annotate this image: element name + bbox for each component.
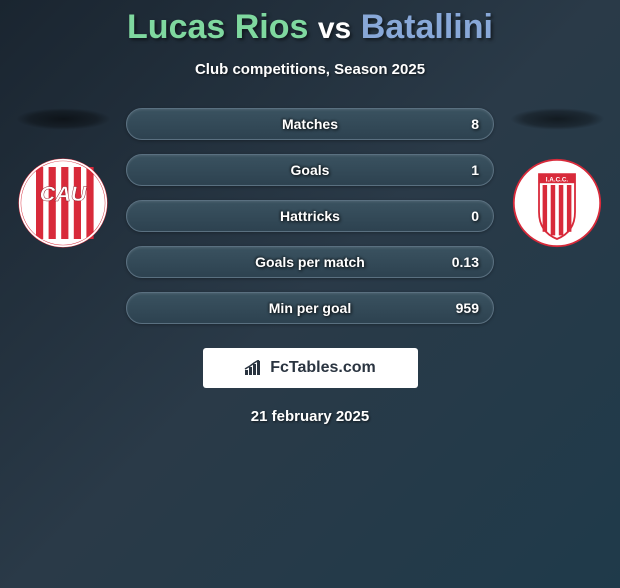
vs-text: vs xyxy=(318,12,351,45)
right-column: I.A.C.C. xyxy=(502,108,612,248)
stat-label: Min per goal xyxy=(269,300,351,316)
left-club-badge: CAU xyxy=(18,158,108,248)
right-club-badge: I.A.C.C. xyxy=(512,158,602,248)
subtitle: Club competitions, Season 2025 xyxy=(0,61,620,78)
stat-value: 0 xyxy=(471,208,479,224)
stat-label: Goals per match xyxy=(255,254,365,270)
comparison-title: Lucas Rios vs Batallini xyxy=(0,8,620,47)
stat-value: 959 xyxy=(456,300,479,316)
stat-row-hattricks: Hattricks 0 xyxy=(126,200,494,232)
stat-value: 0.13 xyxy=(452,254,479,270)
stat-label: Goals xyxy=(291,162,330,178)
stats-column: Matches 8 Goals 1 Hattricks 0 Goals per … xyxy=(118,108,502,324)
stat-label: Matches xyxy=(282,116,338,132)
date-text: 21 february 2025 xyxy=(0,408,620,425)
stat-row-min-per-goal: Min per goal 959 xyxy=(126,292,494,324)
player1-name: Lucas Rios xyxy=(127,8,308,46)
chart-icon xyxy=(244,360,264,376)
stat-value: 8 xyxy=(471,116,479,132)
content-row: CAU Matches 8 Goals 1 Hattricks 0 Goals … xyxy=(0,108,620,324)
stat-row-goals: Goals 1 xyxy=(126,154,494,186)
stat-value: 1 xyxy=(471,162,479,178)
svg-text:I.A.C.C.: I.A.C.C. xyxy=(546,176,569,183)
brand-text: FcTables.com xyxy=(270,359,376,377)
player2-name: Batallini xyxy=(361,8,493,46)
stat-row-goals-per-match: Goals per match 0.13 xyxy=(126,246,494,278)
svg-text:CAU: CAU xyxy=(40,181,88,206)
stat-label: Hattricks xyxy=(280,208,340,224)
brand-box: FcTables.com xyxy=(203,348,418,388)
stat-row-matches: Matches 8 xyxy=(126,108,494,140)
left-column: CAU xyxy=(8,108,118,248)
right-shadow xyxy=(510,108,605,130)
left-shadow xyxy=(16,108,111,130)
